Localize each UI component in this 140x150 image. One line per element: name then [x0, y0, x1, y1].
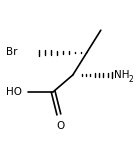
Text: 2: 2 [128, 75, 133, 84]
Text: HO: HO [6, 87, 22, 97]
Text: Br: Br [6, 47, 17, 57]
Text: O: O [56, 121, 64, 131]
Text: NH: NH [114, 70, 130, 80]
